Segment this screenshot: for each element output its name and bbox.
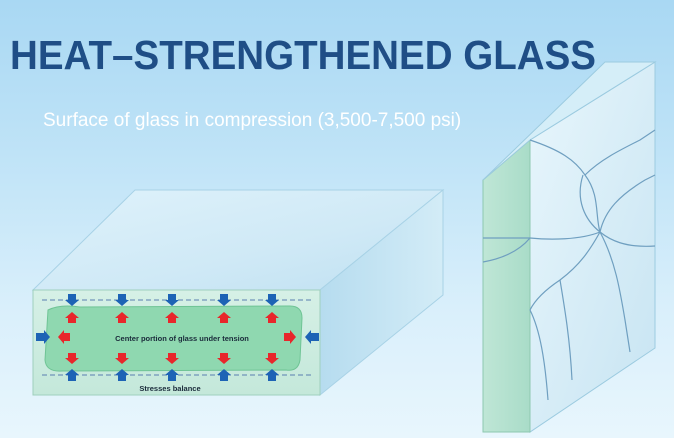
compression-arrow-bottom: [115, 369, 129, 381]
tension-arrow-top: [115, 312, 129, 323]
tension-arrow-top: [165, 312, 179, 323]
tension-zone: [44, 305, 303, 372]
tension-arrow-bottom: [165, 353, 179, 364]
crack-lines: [482, 129, 656, 401]
tension-arrow-bottom: [115, 353, 129, 364]
compression-arrow-bottom: [217, 369, 231, 381]
tension-arrow-left: [58, 330, 70, 344]
tension-arrow-top: [265, 312, 279, 323]
tension-arrow-bottom: [265, 353, 279, 364]
glass-block: [31, 188, 445, 397]
compression-arrow-right: [305, 330, 319, 344]
compression-arrow-top: [265, 294, 279, 306]
compression-arrow-top: [217, 294, 231, 306]
subtitle: Surface of glass in compression (3,500-7…: [43, 110, 462, 131]
tension-arrow-top: [65, 312, 79, 323]
page-title: HEAT–STRENGTHENED GLASS: [10, 32, 597, 78]
stress-arrows: [36, 294, 319, 381]
tension-arrow-right: [284, 330, 296, 344]
compression-arrow-bottom: [265, 369, 279, 381]
compression-arrow-left: [36, 330, 50, 344]
compression-arrow-top: [165, 294, 179, 306]
compression-arrow-bottom: [165, 369, 179, 381]
tension-arrow-top: [217, 312, 231, 323]
broken-glass-pane: [482, 61, 657, 433]
compression-arrow-top: [65, 294, 79, 306]
stresses-balance-label: Stresses balance: [139, 384, 200, 393]
compression-arrow-top: [115, 294, 129, 306]
tension-arrow-bottom: [217, 353, 231, 364]
tension-arrow-bottom: [65, 353, 79, 364]
center-tension-label: Center portion of glass under tension: [115, 334, 249, 343]
compression-arrow-bottom: [65, 369, 79, 381]
